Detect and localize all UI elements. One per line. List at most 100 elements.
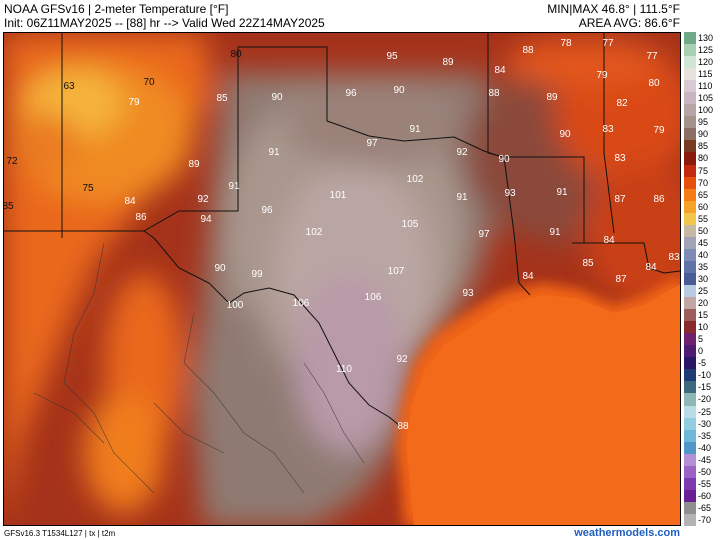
temperature-label: 102 xyxy=(407,174,424,185)
color-scale-swatch xyxy=(684,285,696,298)
temperature-label: 63 xyxy=(63,81,75,92)
color-scale-swatch xyxy=(684,140,696,153)
color-scale-swatch xyxy=(684,236,696,250)
color-scale-swatch xyxy=(684,441,696,455)
temperature-label: 97 xyxy=(478,229,490,240)
color-scale-label: 90 xyxy=(698,129,709,140)
color-scale-swatch xyxy=(684,417,696,431)
color-scale-swatch xyxy=(684,224,696,238)
color-scale-label: -65 xyxy=(698,502,712,513)
site-link[interactable]: weathermodels.com xyxy=(574,527,680,539)
temperature-label: 91 xyxy=(556,187,568,198)
temperature-label: 102 xyxy=(306,227,323,238)
color-scale-swatch xyxy=(684,176,696,190)
color-scale-swatch xyxy=(684,393,696,406)
temperature-label: 72 xyxy=(6,156,18,167)
color-scale-swatch xyxy=(684,333,696,346)
init-valid-time: Init: 06Z11MAY2025 -- [88] hr --> Valid … xyxy=(4,16,325,30)
color-scale-label: -20 xyxy=(698,394,712,405)
color-scale-swatch xyxy=(684,80,696,93)
temperature-label: 106 xyxy=(293,298,310,309)
color-scale-swatch xyxy=(684,272,696,286)
color-scale-swatch xyxy=(684,477,696,491)
temperature-label: 70 xyxy=(143,77,155,88)
temperature-label: 82 xyxy=(616,98,628,109)
temperature-label: 105 xyxy=(402,219,419,230)
temperature-label: 77 xyxy=(602,38,614,49)
temperature-label: 96 xyxy=(261,205,273,216)
color-scale-label: 40 xyxy=(698,249,709,260)
color-scale-label: 50 xyxy=(698,225,709,236)
temperature-label: 79 xyxy=(128,97,140,108)
temperature-label: 93 xyxy=(504,188,516,199)
temperature-label: 92 xyxy=(396,354,408,365)
color-scale-swatch xyxy=(684,513,696,527)
min-max-readout: MIN|MAX 46.8° | 111.5°F xyxy=(547,2,680,16)
color-scale-label: -70 xyxy=(698,514,712,525)
temperature-label: 93 xyxy=(462,288,474,299)
color-scale-label: -35 xyxy=(698,430,712,441)
temperature-label: 91 xyxy=(228,181,240,192)
temperature-map: 80 95 89 88 78 77 77 63 70 85 90 96 90 84 79 80 79 88 89 82… xyxy=(3,32,681,526)
temperature-label: 90 xyxy=(214,263,226,274)
temperature-label: 91 xyxy=(549,227,561,238)
color-scale-label: 95 xyxy=(698,117,709,128)
color-scale-swatch xyxy=(684,104,696,117)
color-scale-label: -5 xyxy=(698,358,707,369)
color-scale-swatch xyxy=(684,369,696,382)
temperature-label: 79 xyxy=(653,125,665,136)
color-scale-label: 110 xyxy=(698,81,713,92)
color-scale-swatch xyxy=(684,32,696,45)
temperature-label: 90 xyxy=(498,154,510,165)
color-scale-label: 125 xyxy=(698,45,714,56)
color-scale-label: 60 xyxy=(698,201,709,212)
color-scale-label: 0 xyxy=(698,346,704,357)
color-scale-swatch xyxy=(684,357,696,370)
temperature-label: 84 xyxy=(645,262,657,273)
color-scale-label: 20 xyxy=(698,298,709,309)
color-scale: 130 125 120 115 110 105 100 95 90 85 80 75 70 65 60 55 5… xyxy=(684,32,720,527)
temperature-label: 89 xyxy=(188,159,200,170)
color-scale-label: 30 xyxy=(698,273,709,284)
temperature-label: 85 xyxy=(4,201,14,212)
color-scale-label: -45 xyxy=(698,454,712,465)
temperature-label: 88 xyxy=(488,88,500,99)
color-scale-label: 35 xyxy=(698,261,709,272)
temperature-label: 84 xyxy=(603,235,615,246)
temperature-label: 88 xyxy=(397,421,409,432)
color-scale-swatch xyxy=(684,152,696,166)
color-scale-swatch xyxy=(684,297,696,310)
color-scale-swatch xyxy=(684,381,696,394)
temperature-label: 78 xyxy=(560,38,572,49)
color-scale-label: 105 xyxy=(698,93,714,104)
temperature-label: 85 xyxy=(216,93,228,104)
color-scale-label: 25 xyxy=(698,286,709,297)
color-scale-swatch xyxy=(684,489,696,503)
temperature-label: 90 xyxy=(559,129,571,140)
temperature-label: 86 xyxy=(653,194,665,205)
color-scale-swatch xyxy=(684,44,696,57)
temperature-label: 110 xyxy=(336,364,352,375)
temperature-label: 84 xyxy=(124,196,136,207)
color-scale-swatch xyxy=(684,68,696,81)
temperature-label: 92 xyxy=(197,194,209,205)
color-scale-swatch xyxy=(684,128,696,141)
color-scale-label: -10 xyxy=(698,370,712,381)
temperature-label: 95 xyxy=(386,51,398,62)
color-scale-swatch xyxy=(684,248,696,262)
color-scale-swatch xyxy=(684,212,696,226)
color-scale-label: -25 xyxy=(698,406,712,417)
color-scale-swatch xyxy=(684,116,696,129)
temperature-label: 96 xyxy=(345,88,357,99)
color-scale-label: 120 xyxy=(698,57,714,68)
temperature-field: 80 95 89 88 78 77 77 63 70 85 90 96 90 84 79 80 79 88 89 82… xyxy=(4,33,680,525)
color-scale-label: -60 xyxy=(698,490,712,501)
color-scale-swatch xyxy=(684,188,696,202)
temperature-label: 100 xyxy=(227,300,244,311)
color-scale-swatch xyxy=(684,200,696,214)
color-scale-label: 130 xyxy=(698,33,714,43)
temperature-label: 85 xyxy=(582,258,594,269)
color-scale-label: 115 xyxy=(698,69,713,80)
color-scale-swatch xyxy=(684,309,696,322)
temperature-label: 84 xyxy=(494,65,506,76)
